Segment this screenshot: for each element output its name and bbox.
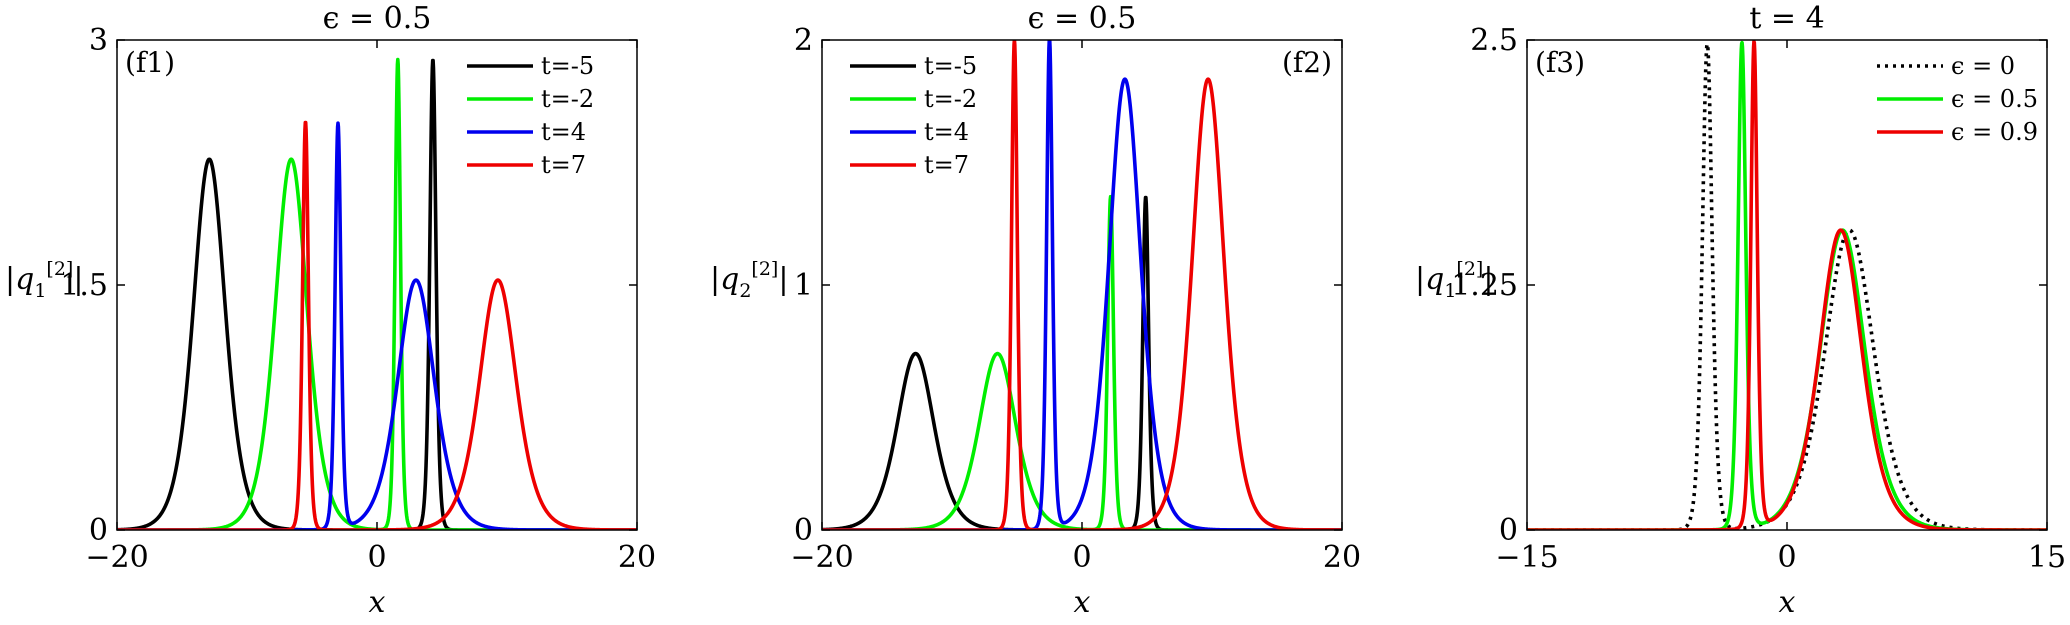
series-line-2	[1527, 40, 2047, 530]
x-tick-label: 20	[1323, 540, 1361, 575]
series-group	[822, 40, 1342, 530]
x-tick-label: −20	[790, 540, 853, 575]
legend: t=-5 t=-2 t=4 t=7	[850, 52, 977, 179]
series-group	[1527, 40, 2047, 530]
x-axis-label: x	[1074, 585, 1091, 620]
legend: ϵ = 0 ϵ = 0.5 ϵ = 0.9	[1877, 52, 2038, 146]
series-line-3	[822, 40, 1342, 530]
x-tick-label: 0	[1777, 540, 1796, 575]
panel-tag: (f1)	[125, 46, 175, 79]
series-line-2	[822, 194, 1342, 530]
y-tick-label: 2.5	[1470, 23, 1518, 58]
x-tick-label: 0	[1072, 540, 1091, 575]
legend-label: ϵ = 0.5	[1951, 85, 2038, 113]
legend-label: t=-5	[541, 52, 594, 80]
y-tick-label: 1.25	[1451, 268, 1518, 303]
panel-tag: (f3)	[1535, 46, 1585, 79]
x-tick-label: 0	[367, 540, 386, 575]
y-tick-label: 0	[1499, 513, 1518, 548]
panel-title: t = 4	[1749, 1, 1824, 36]
legend-label: t=-5	[924, 52, 977, 80]
legend-label: t=-2	[924, 85, 977, 113]
x-tick-label: −15	[1495, 540, 1558, 575]
series-line-1	[822, 195, 1342, 530]
legend-label: t=7	[541, 151, 586, 179]
y-axis-label: |q1[2]|	[5, 258, 83, 302]
axes-frame	[821, 39, 1343, 531]
series-line-4	[117, 120, 637, 530]
y-tick-label: 3	[89, 23, 108, 58]
legend: t=-5 t=-2 t=4 t=7	[467, 52, 594, 179]
series-line-1	[1527, 42, 2047, 530]
panel-title: ϵ = 0.5	[1028, 1, 1137, 36]
y-tick-label: 1	[794, 268, 813, 303]
y-axis-label: |q1[2]|	[1415, 258, 1493, 302]
legend-label: ϵ = 0	[1951, 52, 2015, 80]
panel-title: ϵ = 0.5	[323, 1, 432, 36]
legend-label: t=4	[541, 118, 586, 146]
legend-label: t=4	[924, 118, 969, 146]
legend-label: ϵ = 0.9	[1951, 118, 2038, 146]
legend-label: t=7	[924, 151, 969, 179]
x-tick-label: 20	[618, 540, 656, 575]
series-line-1	[117, 58, 637, 530]
x-axis-label: x	[369, 585, 386, 620]
y-tick-label: 0	[89, 513, 108, 548]
x-tick-label: 15	[2028, 540, 2066, 575]
y-tick-label: 1.5	[60, 268, 108, 303]
x-tick-label: −20	[85, 540, 148, 575]
y-tick-label: 2	[794, 23, 813, 58]
y-axis-label: |q2[2]|	[710, 258, 788, 302]
panel-tag: (f2)	[1282, 46, 1332, 79]
series-line-3	[1527, 40, 2047, 530]
x-axis-label: x	[1779, 585, 1796, 620]
y-tick-label: 0	[794, 513, 813, 548]
legend-label: t=-2	[541, 85, 594, 113]
series-line-3	[117, 121, 637, 530]
series-line-4	[822, 40, 1342, 530]
axes-frame	[1526, 39, 2048, 531]
